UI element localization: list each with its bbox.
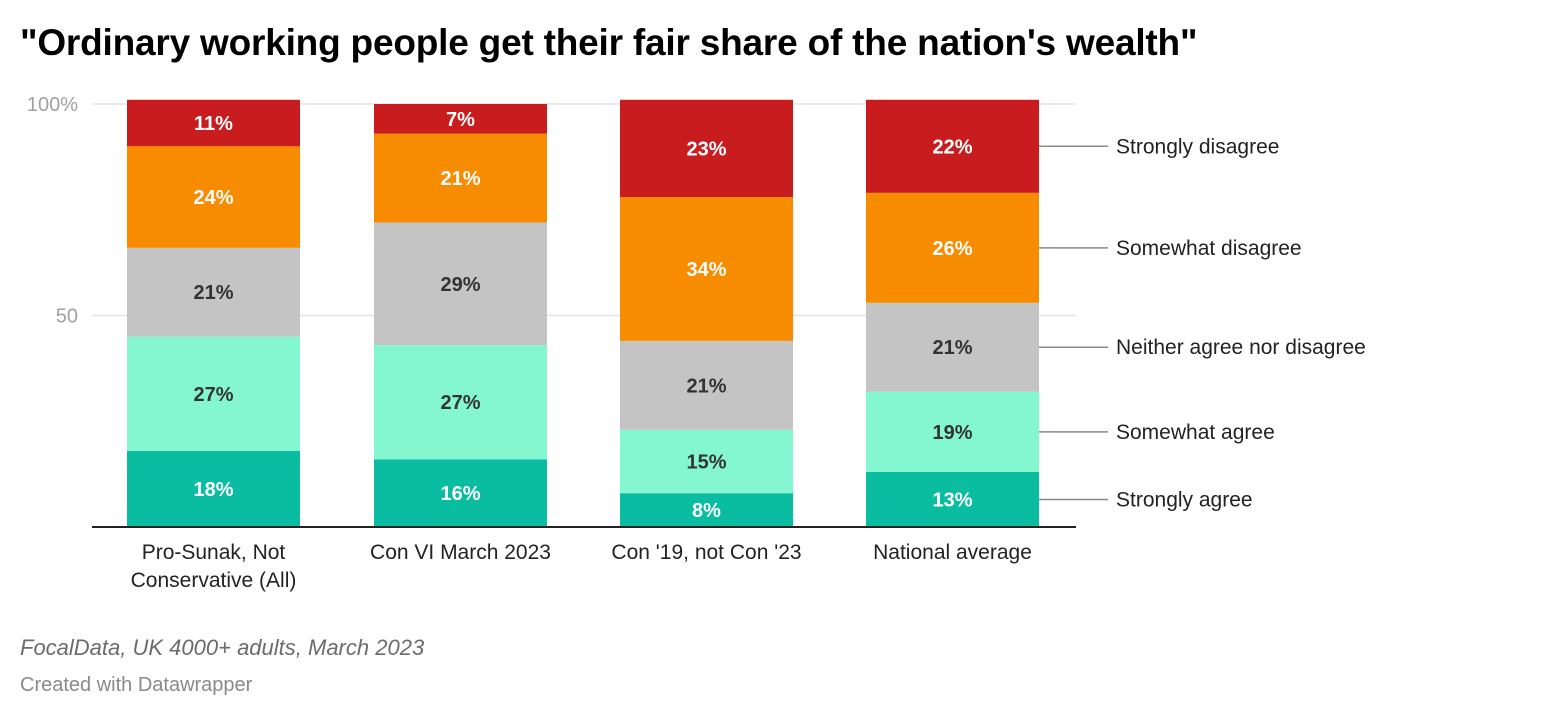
bar-data-label: 27% — [440, 392, 480, 414]
legend: Strongly agree Somewhat agree Neither agre… — [1039, 135, 1366, 512]
bar-data-label: 21% — [932, 337, 972, 359]
bar-data-label: 19% — [932, 422, 972, 444]
bar-segment — [620, 493, 793, 527]
bar-data-label: 18% — [193, 479, 233, 501]
bar-segment — [127, 247, 300, 337]
bar-data-label: 22% — [932, 136, 972, 158]
bar-data-label: 7% — [446, 109, 475, 131]
bar-segment — [127, 99, 300, 147]
legend-entry: Strongly disagree — [1116, 135, 1279, 158]
x-category-label: Conservative (All) — [131, 569, 297, 592]
bar-data-label: 13% — [932, 490, 972, 512]
legend-entry: Somewhat agree — [1116, 421, 1275, 444]
bar-data-label: 26% — [932, 238, 972, 260]
x-category-label: Pro-Sunak, Not — [142, 541, 286, 564]
bar-segment — [374, 104, 547, 134]
bar-segment — [866, 472, 1039, 527]
x-category-label: Con '19, not Con '23 — [611, 541, 801, 564]
legend-entry: Neither agree nor disagree — [1116, 336, 1366, 359]
bar-data-label: 21% — [193, 282, 233, 304]
bar-data-label: 21% — [440, 168, 480, 190]
credit-link[interactable]: Created with Datawrapper — [20, 674, 253, 696]
source-note: FocalData, UK 4000+ adults, March 2023 — [20, 635, 425, 660]
bar-data-label: 24% — [193, 187, 233, 209]
y-tick-label: 50 — [56, 306, 78, 328]
legend-entry: Strongly agree — [1116, 489, 1253, 512]
bar-data-label: 34% — [686, 259, 726, 281]
chart-title: "Ordinary working people get their fair … — [20, 22, 1198, 63]
axes: 50 100% Pro-Sunak, Not Conservative (All) Co… — [27, 94, 1076, 592]
bar-segment — [620, 99, 793, 198]
bar-segment — [620, 340, 793, 430]
bar-segment — [620, 197, 793, 341]
bar-data-label: 23% — [686, 138, 726, 160]
bar-data-label: 15% — [686, 451, 726, 473]
bar-data-label: 27% — [193, 384, 233, 406]
bar-data-label: 16% — [440, 483, 480, 505]
bar-data-label: 21% — [686, 375, 726, 397]
x-category-label: National average — [873, 541, 1032, 564]
x-category-label: Con VI March 2023 — [370, 541, 551, 564]
bar-segment — [374, 459, 547, 527]
legend-entry: Somewhat disagree — [1116, 237, 1302, 260]
bar-data-label: 8% — [692, 500, 721, 522]
bar-segment — [866, 302, 1039, 392]
bar-segment — [127, 146, 300, 248]
bar-segment — [127, 336, 300, 451]
bar-data-label: 11% — [194, 113, 233, 135]
y-tick-label: 100% — [27, 94, 78, 116]
bar-segment — [127, 450, 300, 527]
bar-segment — [866, 192, 1039, 303]
bars: 18% 27% 21% 24% 11% 16% 27% 29% 21% 7% 8% 15% 21% 34%… — [127, 99, 1039, 527]
bar-segment — [374, 222, 547, 346]
bar-segment — [866, 99, 1039, 193]
bar-segment — [866, 391, 1039, 473]
bar-segment — [374, 345, 547, 460]
bar-segment — [374, 133, 547, 223]
bar-segment — [620, 429, 793, 494]
bar-data-label: 29% — [440, 274, 480, 296]
